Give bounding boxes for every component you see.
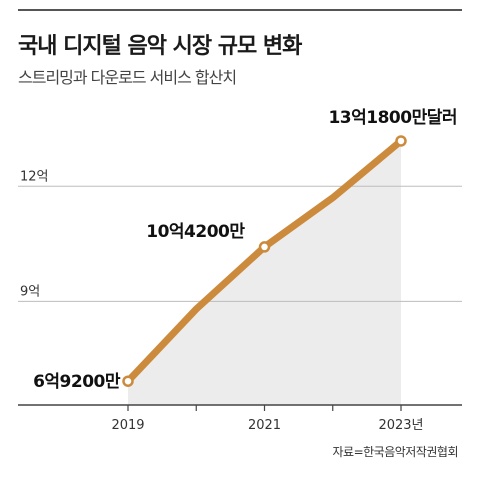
- data-point-marker: [395, 135, 407, 147]
- data-point-marker: [122, 375, 134, 387]
- chart-title: 국내 디지털 음악 시장 규모 변화: [18, 34, 302, 59]
- x-tick-label: 2019: [111, 418, 144, 433]
- chart-subtitle: 스트리밍과 다운로드 서비스 합산치: [18, 68, 237, 87]
- data-label: 13억1800만달러: [328, 107, 457, 128]
- data-point-marker: [258, 241, 271, 253]
- y-tick-label: 12억: [20, 169, 49, 184]
- y-tick-label: 9억: [20, 284, 40, 299]
- x-tick-label: 2023년: [378, 418, 423, 433]
- data-label: 10억4200만: [146, 222, 245, 242]
- source-note: 자료=한국음악저작권협회: [332, 445, 459, 459]
- area-fill: [128, 140, 401, 406]
- top-rule: [18, 9, 462, 11]
- data-label: 6억9200만: [33, 372, 121, 392]
- x-tick-label: 2021: [248, 418, 281, 433]
